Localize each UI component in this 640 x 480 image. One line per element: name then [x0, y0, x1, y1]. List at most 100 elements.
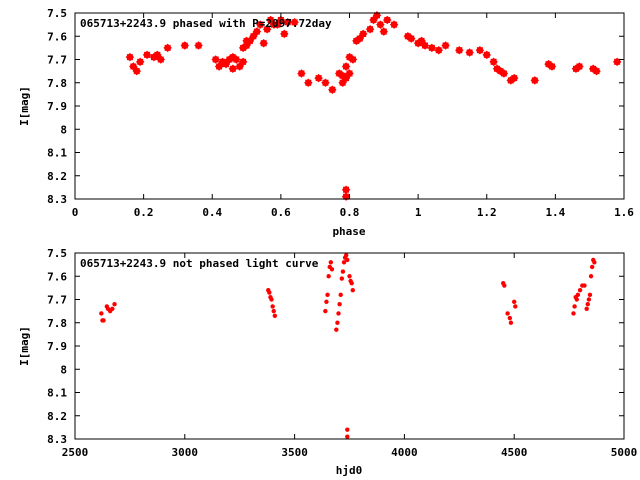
data-point-marker	[370, 16, 377, 23]
data-point	[507, 315, 513, 321]
data-point-marker	[144, 51, 151, 58]
data-point-marker	[456, 47, 463, 54]
x-tick-label: 0.8	[340, 206, 360, 219]
data-point-marker	[157, 56, 164, 63]
data-point-marker	[360, 30, 367, 37]
data-point	[584, 306, 589, 311]
data-point-marker	[428, 44, 435, 51]
y-tick-label: 8.1	[47, 147, 67, 160]
data-point	[340, 269, 346, 274]
unphased-light-curve-panel: 2500 3000 3500 4000 4500 5000 7.5 7.6 7.7 7.8 7.9…	[18, 247, 637, 477]
data-point	[324, 299, 329, 305]
data-point-marker	[497, 68, 504, 75]
y-axis: 7.5 7.6 7.7 7.8 7.9 8 8.1 8.2 8.3	[47, 7, 624, 206]
data-point-marker	[391, 21, 398, 28]
x-tick-label: 0	[72, 206, 79, 219]
plot-frame	[74, 12, 625, 200]
phased-light-curve-panel: 0 0.2 0.4 0.6 0.8 1 1.2 1.4 1.6 7.5 7.6 7.7 7.8 7.9 8…	[18, 7, 634, 238]
x-tick-label: 4000	[391, 446, 418, 459]
x-tick-label: 0.2	[134, 206, 154, 219]
data-point-marker	[329, 86, 336, 93]
y-tick-label: 7.7	[47, 294, 67, 307]
y-tick-label: 7.7	[47, 54, 67, 67]
data-point-marker	[572, 65, 579, 72]
data-point-marker	[253, 28, 260, 35]
y-tick-label: 8.3	[47, 193, 67, 206]
data-point-marker	[590, 65, 597, 72]
data-point-marker	[133, 68, 140, 75]
data-point	[347, 274, 352, 279]
data-point	[575, 292, 581, 298]
data-point-marker	[257, 21, 264, 28]
data-point	[592, 260, 597, 265]
data-point	[572, 304, 577, 309]
data-point	[99, 311, 104, 316]
data-point-marker	[229, 65, 236, 72]
data-point	[112, 301, 117, 307]
data-point-marker	[356, 35, 363, 42]
chart-title: 065713+2243.9 not phased light curve	[80, 257, 319, 270]
y-tick-label: 8	[60, 363, 67, 376]
data-point	[502, 283, 507, 288]
y-tick-label: 7.9	[47, 100, 67, 113]
data-point-marker	[212, 56, 219, 63]
data-point-marker	[343, 193, 350, 200]
data-point	[336, 311, 341, 316]
data-point-marker	[343, 63, 350, 70]
data-point-marker	[343, 186, 350, 193]
data-point	[350, 288, 355, 293]
data-point	[325, 292, 330, 298]
data-point-marker	[500, 70, 507, 77]
y-tick-label: 7.6	[47, 30, 67, 43]
x-tick-label: 3000	[172, 446, 199, 459]
data-point	[335, 320, 340, 325]
data-point-marker	[593, 68, 600, 75]
data-point	[269, 297, 274, 302]
data-point	[345, 434, 350, 439]
data-point-marker	[305, 79, 312, 86]
data-point-marker	[164, 44, 171, 51]
data-point-marker	[250, 33, 257, 40]
data-point-marker	[490, 58, 497, 65]
data-point-marker	[240, 58, 247, 65]
y-tick-label: 7.5	[47, 7, 67, 20]
data-point-marker	[367, 26, 374, 33]
y-axis-label: I[mag]	[18, 86, 31, 126]
y-tick-label: 8.2	[47, 410, 67, 423]
data-point-marker	[545, 61, 552, 68]
data-point-marker	[181, 42, 188, 49]
data-point-marker	[130, 63, 137, 70]
x-tick-label: 1.6	[614, 206, 634, 219]
data-point-marker	[415, 40, 422, 47]
data-point	[328, 260, 334, 265]
data-point-marker	[377, 21, 384, 28]
data-point	[339, 276, 345, 281]
y-tick-label: 7.9	[47, 340, 67, 353]
x-tick-label: 5000	[611, 446, 638, 459]
data-point-marker	[548, 63, 555, 70]
data-points	[99, 253, 597, 439]
data-point	[267, 290, 272, 295]
data-point-marker	[284, 19, 291, 26]
data-point-marker	[233, 56, 240, 63]
data-point-marker	[384, 16, 391, 23]
data-point	[588, 274, 594, 279]
data-point	[326, 274, 331, 279]
x-tick-label: 3500	[281, 446, 308, 459]
data-point	[505, 311, 510, 316]
data-point-marker	[126, 54, 133, 61]
data-point-marker	[418, 37, 425, 44]
data-point	[513, 304, 518, 309]
data-point-marker	[353, 37, 360, 44]
data-point	[110, 306, 115, 311]
y-tick-label: 8.2	[47, 170, 67, 183]
y-axis-label: I[mag]	[18, 326, 31, 366]
x-tick-label: 1	[415, 206, 422, 219]
data-point	[512, 299, 517, 305]
data-point	[101, 318, 106, 323]
x-tick-label: 4500	[501, 446, 528, 459]
data-point-marker	[274, 21, 281, 28]
x-tick-label: 2500	[62, 446, 89, 459]
data-point-marker	[511, 75, 518, 82]
data-point-marker	[246, 37, 253, 44]
